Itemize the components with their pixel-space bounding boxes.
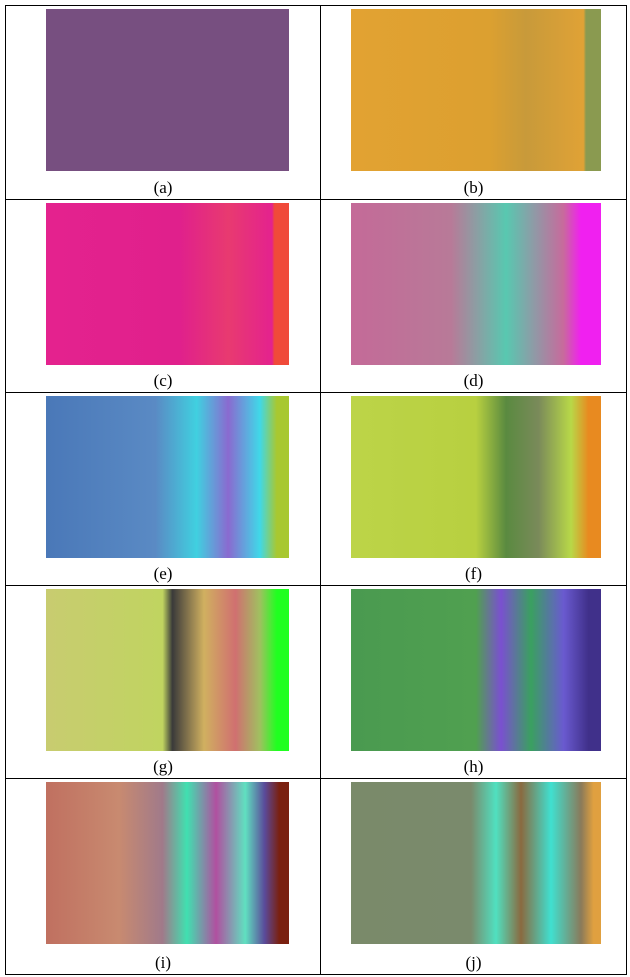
panel-image: [351, 782, 601, 944]
panel-caption: (f): [465, 564, 482, 583]
panel-image: [46, 589, 289, 751]
panel: (c): [6, 200, 321, 393]
panel: (b): [321, 6, 626, 200]
panel-image: [46, 396, 289, 558]
figure-grid: (a) (b) (c) (d) (e) (f) (g) (h) (i) (j): [5, 5, 627, 975]
panel-caption: (h): [463, 757, 484, 776]
panel-caption: (j): [465, 953, 482, 972]
panel: (a): [6, 6, 321, 200]
panel-image: [46, 9, 289, 171]
panel-image: [46, 203, 289, 365]
panel-caption: (e): [153, 564, 173, 583]
panel: (d): [321, 200, 626, 393]
panel: (j): [321, 779, 626, 974]
panel-caption: (d): [463, 371, 484, 390]
panel-caption: (c): [153, 371, 173, 390]
panel: (h): [321, 586, 626, 779]
panel-caption: (g): [153, 757, 173, 776]
panel-image: [46, 782, 289, 944]
panel-image: [351, 589, 601, 751]
panel: (e): [6, 393, 321, 586]
panel-caption: (b): [463, 178, 484, 197]
panel-image: [351, 9, 601, 171]
panel-caption: (a): [153, 178, 173, 197]
panel: (i): [6, 779, 321, 974]
panel-image: [351, 203, 601, 365]
panel: (f): [321, 393, 626, 586]
panel-image: [351, 396, 601, 558]
panel: (g): [6, 586, 321, 779]
panel-caption: (i): [154, 953, 172, 972]
